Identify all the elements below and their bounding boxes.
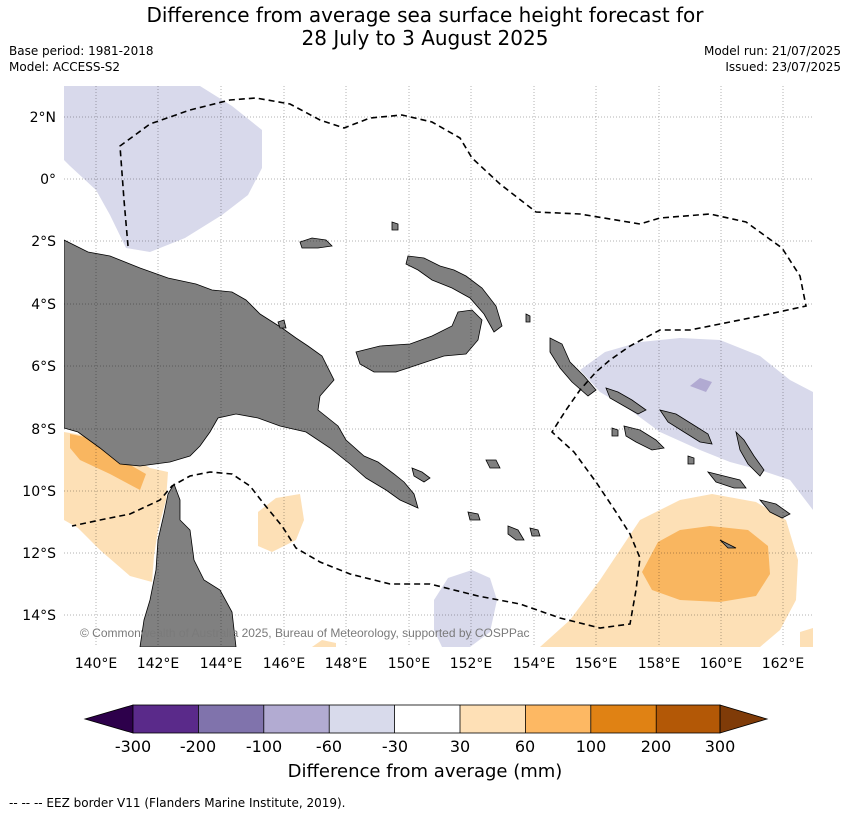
longitude-labels: 140°E 142°E 144°E 146°E 148°E 150°E 152°…: [75, 656, 805, 672]
colorbar-tick: -60: [316, 737, 342, 756]
lat-label: 0°: [40, 172, 56, 188]
santa-isabel-island: [659, 409, 713, 445]
lat-label: 2°S: [31, 234, 56, 250]
colorbar-tick: 100: [576, 737, 607, 756]
colorbar-tick: -30: [382, 737, 408, 756]
colorbar-segment: [133, 705, 199, 733]
lon-label: 144°E: [200, 656, 243, 672]
rennell-island: [758, 499, 791, 519]
new-guinea-landmass: [64, 239, 419, 509]
landmasses: [64, 221, 791, 647]
colorbar-label: Difference from average (mm): [287, 761, 563, 782]
lon-label: 160°E: [700, 656, 743, 672]
d-entrecasteaux-islands: [411, 467, 431, 483]
colorbar-tick: -300: [115, 737, 151, 756]
choiseul-island: [605, 387, 647, 415]
louisiade-islet-2: [507, 525, 525, 541]
lat-label: 8°S: [31, 422, 56, 438]
lon-label: 152°E: [450, 656, 493, 672]
colorbar-segment: [460, 705, 526, 733]
light-orange-small-south: [312, 640, 336, 647]
feni-islet: [525, 313, 531, 323]
model-run: Model run: 21/07/2025: [703, 44, 841, 58]
colorbar-tick: 30: [450, 737, 470, 756]
mid-orange-gulf-patch: [70, 434, 146, 490]
base-period: Base period: 1981-2018: [9, 44, 154, 58]
malaita-island: [735, 430, 765, 477]
eez-border: [71, 97, 807, 629]
lat-label: 12°S: [22, 546, 56, 562]
new-ireland-island: [405, 255, 503, 333]
colorbar-extend-low: [83, 704, 134, 734]
gridlines: [64, 86, 813, 647]
lon-label: 146°E: [263, 656, 306, 672]
sea-level-map: © Commonwealth of Australia 2025, Bureau…: [22, 86, 813, 756]
lon-label: 162°E: [762, 656, 805, 672]
title-line1: Difference from average sea surface heig…: [146, 3, 704, 27]
colorbar-tick: -100: [246, 737, 282, 756]
meta-right: Model run: 21/07/2025 Issued: 23/07/2025: [704, 43, 841, 75]
lon-label: 142°E: [137, 656, 180, 672]
lon-label: 158°E: [638, 656, 681, 672]
eez-footnote: -- -- -- EEZ border V11 (Flanders Marine…: [9, 796, 346, 810]
colorbar-segment: [198, 705, 264, 733]
colorbar-tick: 200: [641, 737, 672, 756]
makira-island: [706, 471, 747, 489]
rossel-islet: [529, 527, 541, 537]
light-orange-coral-sea-region: [258, 494, 304, 552]
issued-date: Issued: 23/07/2025: [725, 60, 841, 74]
latitude-labels: 2°N 0° 2°S 4°S 6°S 8°S 10°S 12°S 14°S: [22, 110, 56, 624]
colorbar-segment: [525, 705, 591, 733]
lat-label: 4°S: [31, 297, 56, 313]
light-orange-gulf-region: [64, 432, 168, 582]
meta-left: Base period: 1981-2018 Model: ACCESS-S2: [9, 43, 154, 75]
colorbar-tick: -200: [180, 737, 216, 756]
colorbar-segment: [394, 705, 460, 733]
mussau-island: [391, 221, 399, 231]
colorbar: -300 -200 -100 -60 -30 30 60 100 200 300: [83, 704, 769, 756]
model-name: Model: ACCESS-S2: [9, 60, 121, 74]
colorbar-extend-high: [719, 704, 769, 734]
lat-label: 6°S: [31, 359, 56, 375]
chart-title: Difference from average sea surface heig…: [0, 4, 850, 50]
bougainville-island: [549, 337, 597, 397]
islet-east-2: [611, 427, 619, 437]
copyright-text: © Commonwealth of Australia 2025, Bureau…: [80, 626, 530, 640]
islet-east-3: [687, 455, 695, 465]
colorbar-segment: [263, 705, 330, 733]
cape-york-peninsula: [139, 483, 237, 647]
mid-blue-patch: [690, 378, 712, 392]
colorbar-segment: [590, 705, 657, 733]
light-blue-coral-sea-region: [434, 570, 497, 647]
lon-label: 156°E: [575, 656, 618, 672]
lat-label: 10°S: [22, 484, 56, 500]
lat-label: 2°N: [30, 110, 56, 126]
mid-orange-southeast-patch: [642, 526, 770, 602]
colorbar-tick: 60: [515, 737, 535, 756]
lon-label: 140°E: [75, 656, 118, 672]
lon-label: 150°E: [388, 656, 431, 672]
louisiade-islet-1: [485, 459, 501, 469]
guadalcanal-island: [623, 425, 665, 451]
title-line2: 28 July to 3 August 2025: [301, 26, 549, 50]
colorbar-tick: 300: [705, 737, 736, 756]
lat-label: 14°S: [22, 608, 56, 624]
islet-east-1: [719, 539, 737, 549]
anomaly-fills: [64, 86, 813, 647]
light-orange-corner: [800, 628, 813, 647]
lon-label: 154°E: [513, 656, 556, 672]
colorbar-segment: [656, 705, 720, 733]
manus-island: [299, 237, 333, 249]
light-blue-north-region: [64, 86, 262, 252]
new-britain-island: [355, 309, 483, 373]
lon-label: 148°E: [325, 656, 368, 672]
colorbar-segment: [329, 705, 395, 733]
